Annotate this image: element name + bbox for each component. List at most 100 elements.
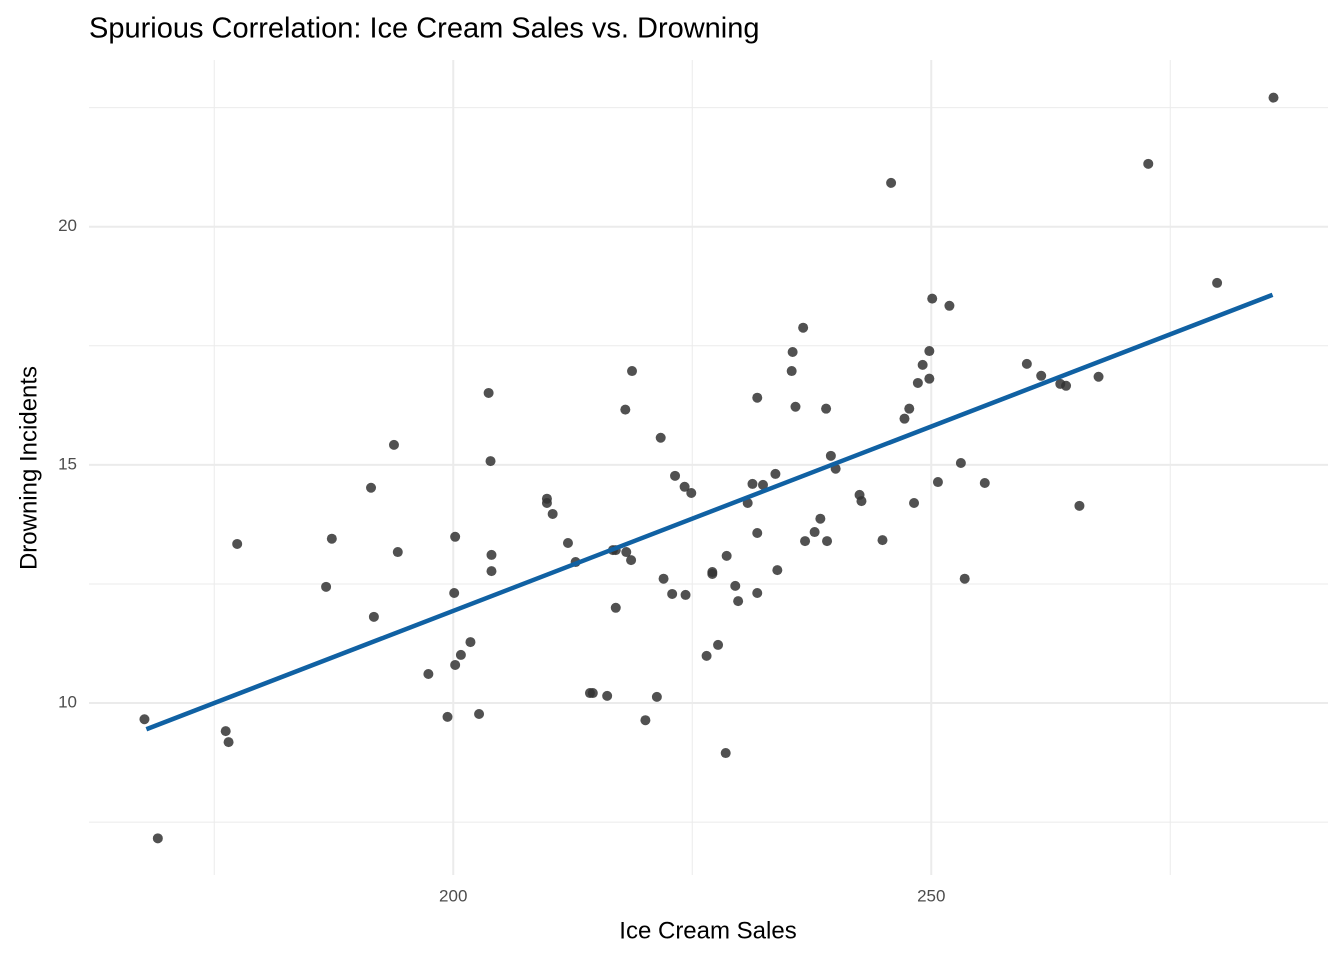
point	[927, 293, 938, 304]
point	[655, 432, 666, 443]
point	[223, 737, 234, 748]
x-axis-label: Ice Cream Sales	[619, 917, 796, 944]
point	[752, 588, 763, 599]
point	[667, 588, 678, 599]
point	[442, 711, 453, 722]
point	[388, 439, 399, 450]
point	[232, 538, 243, 549]
point	[587, 688, 598, 699]
point	[825, 450, 836, 461]
y-tick-label: 20	[58, 216, 77, 235]
y-tick-label: 15	[58, 454, 77, 473]
point	[713, 639, 724, 650]
point	[733, 596, 744, 607]
point	[610, 602, 621, 613]
point	[924, 373, 935, 384]
point	[821, 403, 832, 414]
point	[321, 581, 332, 592]
point	[909, 497, 920, 508]
point	[809, 527, 820, 538]
point	[904, 403, 915, 414]
point	[924, 346, 935, 357]
point	[686, 487, 697, 498]
point	[483, 387, 494, 398]
point	[1036, 370, 1047, 381]
point	[621, 547, 632, 558]
point	[886, 177, 897, 188]
point	[772, 565, 783, 576]
point	[786, 366, 797, 377]
point	[1074, 500, 1085, 511]
point	[1268, 92, 1279, 103]
point	[486, 566, 497, 577]
chart-title: Spurious Correlation: Ice Cream Sales vs…	[89, 13, 760, 45]
point	[979, 477, 990, 488]
point	[1093, 371, 1104, 382]
point	[800, 536, 811, 547]
y-tick-label: 10	[58, 693, 77, 712]
point	[899, 413, 910, 424]
point	[822, 536, 833, 547]
point	[547, 508, 558, 519]
point	[912, 377, 923, 388]
point	[474, 709, 485, 720]
x-tick-label: 200	[439, 886, 467, 905]
point	[790, 401, 801, 412]
y-axis-label: Drowning Incidents	[15, 366, 42, 570]
point	[651, 691, 662, 702]
point	[798, 322, 809, 333]
point	[658, 573, 669, 584]
trend-line	[145, 292, 1274, 732]
point	[366, 482, 377, 493]
point	[1143, 158, 1154, 169]
point	[1021, 358, 1032, 369]
point	[139, 714, 150, 725]
point	[730, 580, 741, 591]
point	[152, 833, 163, 844]
point	[959, 573, 970, 584]
point	[679, 481, 690, 492]
point	[701, 650, 712, 661]
point	[486, 549, 497, 560]
point	[450, 659, 461, 670]
point	[1212, 277, 1223, 288]
point	[680, 589, 691, 600]
x-tick-label: 250	[917, 886, 945, 905]
point	[856, 496, 867, 507]
point	[423, 668, 434, 679]
point	[620, 404, 631, 415]
point	[627, 366, 638, 377]
point	[640, 715, 651, 726]
point	[465, 637, 476, 648]
point	[626, 555, 637, 566]
point	[752, 527, 763, 538]
point	[752, 392, 763, 403]
point	[541, 497, 552, 508]
point	[450, 531, 461, 542]
point	[368, 611, 379, 622]
point	[770, 468, 781, 479]
point	[917, 359, 928, 370]
point	[455, 649, 466, 660]
point	[877, 535, 888, 546]
point	[944, 300, 955, 311]
point	[670, 470, 681, 481]
point	[955, 457, 966, 468]
point	[485, 456, 496, 467]
point	[815, 513, 826, 524]
point	[721, 550, 732, 561]
point	[707, 568, 718, 579]
point	[720, 748, 731, 759]
point	[392, 547, 403, 558]
point	[562, 537, 573, 548]
point	[602, 690, 613, 701]
point	[787, 346, 798, 357]
point	[747, 478, 758, 489]
point	[220, 726, 231, 737]
point	[449, 588, 460, 599]
point	[932, 477, 943, 488]
point	[326, 533, 337, 544]
point	[1061, 380, 1072, 391]
